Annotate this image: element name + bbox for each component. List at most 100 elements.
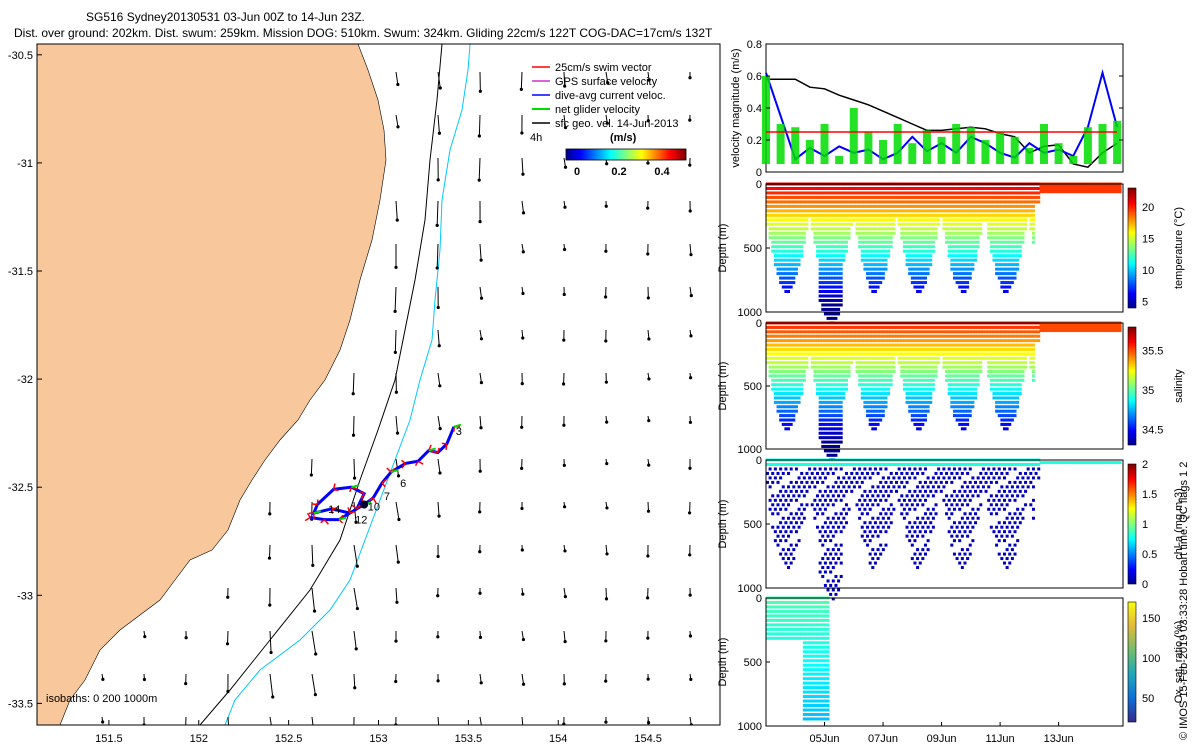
profile-point xyxy=(971,236,975,240)
profile-point xyxy=(950,396,954,400)
profile-point xyxy=(863,191,867,195)
profile-point xyxy=(900,361,904,365)
profile-point xyxy=(781,392,785,396)
profile-point xyxy=(1026,334,1030,338)
profile-point xyxy=(794,334,798,338)
profile-point xyxy=(1021,222,1025,226)
profile-point xyxy=(839,222,843,226)
profile-point xyxy=(842,231,846,235)
profile-point xyxy=(823,561,827,565)
profile-point xyxy=(879,414,883,418)
profile-point xyxy=(794,254,798,258)
profile-point xyxy=(844,489,848,493)
profile-point xyxy=(937,361,941,365)
profile-point xyxy=(844,352,848,356)
profile-point xyxy=(929,209,933,213)
profile-point xyxy=(876,249,880,253)
profile-point xyxy=(945,231,949,235)
profile-point xyxy=(873,400,877,404)
profile-point xyxy=(926,213,930,217)
profile-point xyxy=(963,200,967,204)
profile-point xyxy=(1018,361,1022,365)
profile-point xyxy=(958,325,962,329)
profile-point xyxy=(1058,187,1062,191)
profile-point xyxy=(1016,392,1020,396)
profile-point xyxy=(879,263,883,267)
velocity-arrow-head xyxy=(395,600,399,604)
profile-point xyxy=(992,186,996,190)
profile-point xyxy=(979,356,983,360)
profile-point xyxy=(908,231,912,235)
profile-point xyxy=(821,186,825,190)
profile-point xyxy=(950,330,954,334)
profile-point xyxy=(1079,324,1083,328)
profile-point xyxy=(797,254,801,258)
profile-point xyxy=(771,231,775,235)
profile-point xyxy=(868,330,872,334)
profile-colorbar xyxy=(1127,326,1137,446)
profile-point xyxy=(1005,352,1009,356)
profile-point xyxy=(921,392,925,396)
profile-point xyxy=(974,396,978,400)
profile-point xyxy=(818,361,822,365)
profile-point xyxy=(1010,343,1014,347)
profile-point xyxy=(926,191,930,195)
profile-point xyxy=(768,339,772,343)
profile-point xyxy=(787,330,791,334)
profile-point xyxy=(1000,330,1004,334)
profile-point xyxy=(834,254,838,258)
profile-point xyxy=(1084,326,1088,330)
velocity-arrow-head xyxy=(351,433,356,437)
profile-point xyxy=(1008,396,1012,400)
profile-point xyxy=(963,427,967,431)
profile-point xyxy=(1024,352,1028,356)
profile-point xyxy=(897,222,901,226)
profile-point xyxy=(1008,281,1012,285)
profile-point xyxy=(797,507,801,511)
profile-point xyxy=(952,339,956,343)
profile-point xyxy=(923,334,927,338)
profile-point xyxy=(960,427,964,431)
profile-point xyxy=(929,356,933,360)
velocity-arrow-head xyxy=(604,204,608,208)
profile-point xyxy=(871,281,875,285)
profile-point xyxy=(966,267,970,271)
profile-point xyxy=(823,405,827,409)
profile-point xyxy=(866,263,870,267)
profile-point xyxy=(892,191,896,195)
profile-point xyxy=(789,218,793,222)
profile-point xyxy=(829,498,833,502)
profile-point xyxy=(776,365,780,369)
profile-point xyxy=(929,240,933,244)
profile-point xyxy=(1110,329,1114,333)
profile-point xyxy=(881,213,885,217)
profile-point xyxy=(821,245,825,249)
profile-point xyxy=(966,414,970,418)
profile-point xyxy=(960,418,964,422)
profile-point xyxy=(971,334,975,338)
profile-point xyxy=(768,227,772,231)
profile-point xyxy=(1013,387,1017,391)
profile-point xyxy=(987,339,991,343)
profile-point xyxy=(765,200,769,204)
profile-point xyxy=(844,347,848,351)
profile-point xyxy=(805,227,809,231)
profile-point xyxy=(1005,330,1009,334)
profile-point xyxy=(947,387,951,391)
profile-point xyxy=(1024,334,1028,338)
profile-point xyxy=(955,272,959,276)
profile-point xyxy=(916,191,920,195)
profile-point xyxy=(866,222,870,226)
profile-point xyxy=(779,254,783,258)
profile-point xyxy=(768,485,772,489)
profile-point xyxy=(802,222,806,226)
profile-point xyxy=(926,392,930,396)
profile-point xyxy=(895,213,899,217)
profile-point xyxy=(787,343,791,347)
profile-point xyxy=(1005,418,1009,422)
profile-point xyxy=(968,204,972,208)
profile-point xyxy=(787,231,791,235)
profile-point xyxy=(955,231,959,235)
profile-point xyxy=(926,383,930,387)
